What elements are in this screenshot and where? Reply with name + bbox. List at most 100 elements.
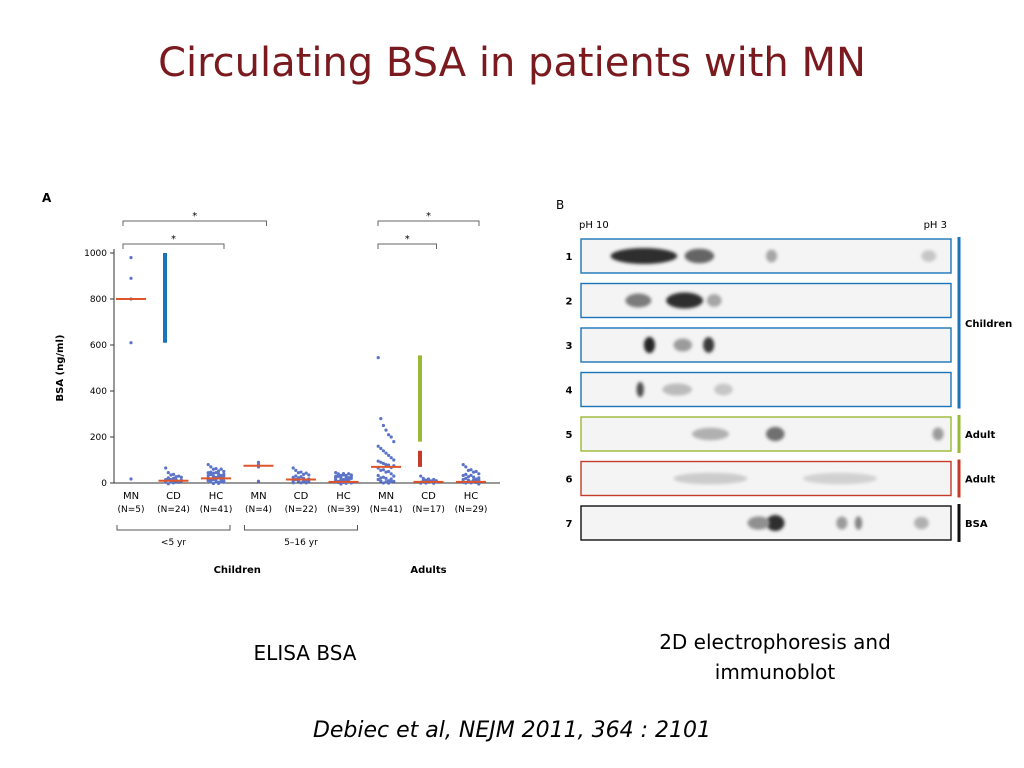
- data-point: [474, 469, 478, 474]
- data-point: [219, 473, 223, 478]
- data-point: [219, 480, 223, 484]
- lane-number: 1: [566, 252, 573, 263]
- sidebar-label: Adult: [965, 430, 995, 441]
- data-point: [387, 453, 391, 457]
- data-point: [171, 476, 176, 480]
- data-point: [171, 472, 176, 476]
- data-point: [392, 474, 396, 478]
- data-point: [129, 341, 133, 345]
- data-point: [217, 481, 221, 485]
- sidebar-label: Adult: [965, 475, 995, 486]
- group-label: CD: [294, 491, 309, 502]
- data-point: [477, 482, 481, 486]
- group-n-label: (N=5): [117, 505, 144, 515]
- data-point: [214, 467, 218, 471]
- data-point: [381, 475, 385, 479]
- data-point: [211, 481, 215, 486]
- data-point: [392, 440, 396, 444]
- significance-bracket: [377, 243, 437, 249]
- data-point: [291, 475, 295, 479]
- data-point: [379, 479, 383, 483]
- data-point: [219, 467, 223, 471]
- significance-bracket: [122, 220, 267, 226]
- data-point: [166, 482, 170, 486]
- data-point: [392, 479, 396, 483]
- data-point: [209, 470, 213, 474]
- data-point: [206, 471, 210, 475]
- data-point: [214, 480, 218, 484]
- data-point: [304, 481, 308, 485]
- data-point: [381, 461, 385, 466]
- data-point: [384, 470, 388, 474]
- sidebar-label: Children: [965, 319, 1012, 330]
- blot-spot: [673, 338, 692, 352]
- data-point: [381, 423, 385, 428]
- lane-1: [580, 238, 952, 274]
- data-point: [129, 477, 133, 481]
- lane-number: 6: [566, 475, 573, 486]
- group-label: MN: [123, 491, 139, 502]
- group-n-label: (N=4): [245, 505, 272, 515]
- group-n-label: (N=29): [455, 505, 488, 515]
- data-point: [211, 471, 215, 475]
- data-point: [464, 472, 468, 476]
- data-point: [304, 471, 308, 475]
- blot-spot: [747, 516, 770, 530]
- lane-4: [580, 371, 952, 408]
- data-point: [464, 465, 468, 469]
- data-point: [294, 474, 298, 478]
- data-point: [296, 471, 300, 475]
- significance-bracket: [377, 220, 480, 226]
- data-point: [379, 417, 383, 421]
- data-point: [461, 463, 465, 467]
- data-point: [294, 468, 298, 472]
- y-axis-label: BSA (ng/ml): [55, 335, 66, 402]
- caption-elisa: ELISA BSA: [253, 641, 357, 665]
- data-point: [466, 468, 470, 472]
- significance-bracket: [122, 243, 225, 249]
- group-label: HC: [209, 491, 224, 502]
- data-point: [256, 460, 261, 464]
- data-point: [389, 456, 393, 460]
- data-point: [339, 482, 343, 486]
- significance-marker: *: [192, 211, 197, 222]
- panel-b-label: B: [556, 198, 564, 212]
- group-label: MN: [378, 491, 394, 502]
- elisa-scatter-chart: A 0 200 400 600 800 1000 BSA (ng/ml) * * * * MN (N=5)…: [42, 191, 500, 576]
- y-tick-label: 1000: [84, 249, 107, 259]
- data-point: [336, 474, 340, 478]
- lane-number: 4: [566, 386, 573, 397]
- data-point: [379, 460, 383, 464]
- data-point: [469, 473, 473, 477]
- y-tick-label: 200: [90, 433, 107, 443]
- blot-spot: [854, 516, 863, 530]
- data-point: [164, 466, 168, 470]
- data-point: [169, 473, 173, 477]
- group-label: CD: [421, 491, 436, 502]
- data-point: [334, 471, 338, 475]
- data-point: [299, 481, 303, 485]
- lane-frame: [580, 327, 952, 363]
- lane-5: [580, 416, 952, 452]
- significance-marker: *: [405, 234, 410, 245]
- population-label: Adults: [410, 565, 446, 576]
- data-point: [387, 469, 391, 474]
- data-point: [214, 471, 218, 475]
- group-label: HC: [336, 491, 351, 502]
- group-label: CD: [166, 491, 181, 502]
- data-point: [179, 475, 183, 479]
- group-n-label: (N=22): [285, 505, 318, 515]
- data-point: [206, 479, 210, 483]
- y-tick-label: 0: [101, 479, 107, 489]
- data-point: [206, 473, 210, 478]
- blot-spot: [766, 426, 785, 442]
- age-group-label: <5 yr: [161, 538, 186, 548]
- data-point: [389, 477, 393, 481]
- data-point: [222, 469, 226, 474]
- data-point: [419, 474, 423, 478]
- data-point: [299, 470, 303, 474]
- immunoblot-panel: BpH 10 pH 3 1 2 3 4 5 6 7 Children Adult Adult BSA: [556, 198, 1012, 542]
- blot-spot: [836, 516, 848, 530]
- ph-left-label: pH 10: [579, 220, 609, 231]
- age-group-bracket: [116, 525, 231, 531]
